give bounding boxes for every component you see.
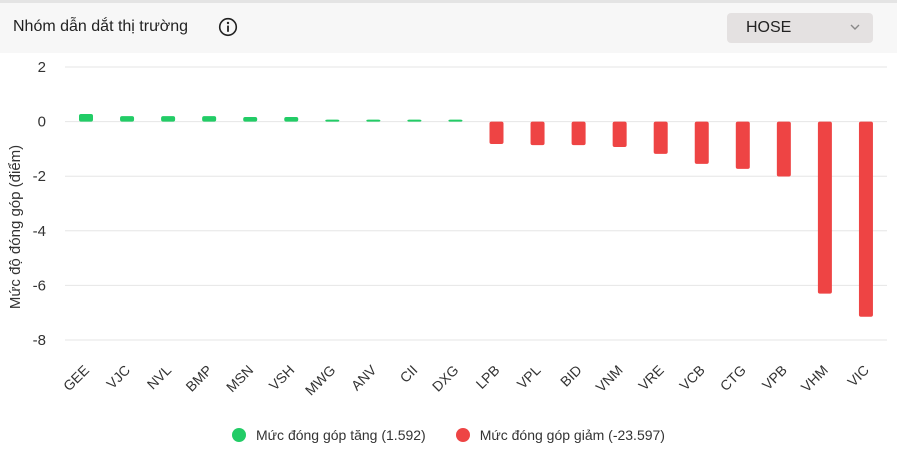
- y-tick-label: 2: [38, 59, 46, 76]
- bar-lpb[interactable]: [489, 121, 504, 144]
- x-tick-label: ANV: [348, 361, 380, 393]
- top-border: [0, 0, 897, 3]
- x-tick-label: BMP: [183, 362, 216, 395]
- bar-ctg[interactable]: [735, 121, 750, 169]
- bar-gee[interactable]: [79, 113, 93, 122]
- x-tick-label: VNM: [592, 362, 625, 395]
- y-axis-ticks: 2 0 -2 -4 -6 -8: [33, 59, 46, 349]
- bar-vjc[interactable]: [120, 116, 135, 122]
- x-tick-label: VSH: [266, 362, 298, 394]
- chevron-down-icon: [850, 24, 860, 30]
- x-tick-label: CII: [397, 362, 421, 386]
- grid-lines: [65, 66, 887, 341]
- bar-vsh[interactable]: [284, 116, 299, 122]
- bar-mwg[interactable]: [325, 119, 340, 122]
- x-tick-label: VCB: [676, 362, 708, 394]
- legend-dot-positive: [232, 428, 247, 442]
- legend-dot-negative: [455, 428, 470, 442]
- legend-item-positive[interactable]: Mức đóng góp tăng (1.592): [232, 427, 426, 443]
- exchange-select[interactable]: HOSE: [727, 13, 873, 43]
- x-tick-label: MWG: [302, 362, 339, 399]
- bar-vpl[interactable]: [530, 121, 545, 146]
- x-tick-label: VJC: [103, 362, 133, 392]
- y-tick-label: -4: [33, 223, 46, 240]
- x-tick-label: LPB: [473, 362, 503, 392]
- x-tick-label: MSN: [223, 362, 256, 395]
- bar-vcb[interactable]: [694, 121, 709, 164]
- x-tick-label: CTG: [717, 362, 749, 394]
- exchange-select-value: HOSE: [746, 19, 792, 36]
- x-tick-label: VPB: [759, 362, 790, 393]
- bar-nvl[interactable]: [161, 116, 176, 122]
- y-tick-label: -6: [33, 277, 46, 294]
- bars: [79, 113, 873, 317]
- bar-dxg[interactable]: [448, 119, 463, 122]
- bar-bmp[interactable]: [202, 116, 217, 122]
- x-tick-label: BID: [557, 362, 585, 390]
- y-tick-label: -8: [33, 332, 46, 349]
- bar-bid[interactable]: [571, 121, 586, 146]
- x-axis-ticks: GEE VJC NVL BMP MSN VSH MWG ANV CII DXG LPB VPL BID V…: [60, 361, 872, 398]
- x-tick-label: NVL: [144, 362, 175, 393]
- x-tick-label: VPL: [514, 362, 544, 392]
- panel-title: Nhóm dẫn dắt thị trường: [13, 18, 189, 35]
- bar-vpb[interactable]: [776, 121, 791, 177]
- y-axis-label: Mức độ đóng góp (điểm): [7, 145, 24, 309]
- bar-vhm[interactable]: [817, 121, 832, 294]
- legend-item-negative[interactable]: Mức đóng góp giảm (-23.597): [455, 427, 665, 443]
- x-tick-label: GEE: [60, 362, 92, 394]
- bar-vic[interactable]: [858, 121, 873, 317]
- contribution-bar-chart: 2 0 -2 -4 -6 -8 Mức độ đóng góp (điểm) GEE VJC…: [7, 59, 887, 398]
- info-icon[interactable]: [218, 17, 238, 37]
- bar-vre[interactable]: [653, 121, 668, 154]
- x-tick-label: VIC: [844, 362, 872, 390]
- bar-msn[interactable]: [243, 116, 258, 122]
- bar-anv[interactable]: [366, 119, 381, 122]
- legend-label-positive: Mức đóng góp tăng (1.592): [256, 427, 426, 443]
- bar-vnm[interactable]: [612, 121, 627, 147]
- y-tick-label: -2: [33, 168, 46, 185]
- x-tick-label: DXG: [429, 362, 462, 395]
- legend-label-negative: Mức đóng góp giảm (-23.597): [479, 427, 665, 443]
- x-tick-label: VHM: [798, 362, 831, 395]
- panel-header: Nhóm dẫn dắt thị trường HOSE: [0, 3, 897, 53]
- bar-cii[interactable]: [407, 119, 422, 122]
- y-tick-label: 0: [38, 114, 46, 131]
- chart-legend: Mức đóng góp tăng (1.592) Mức đóng góp g…: [0, 424, 897, 446]
- x-tick-label: VRE: [635, 362, 667, 394]
